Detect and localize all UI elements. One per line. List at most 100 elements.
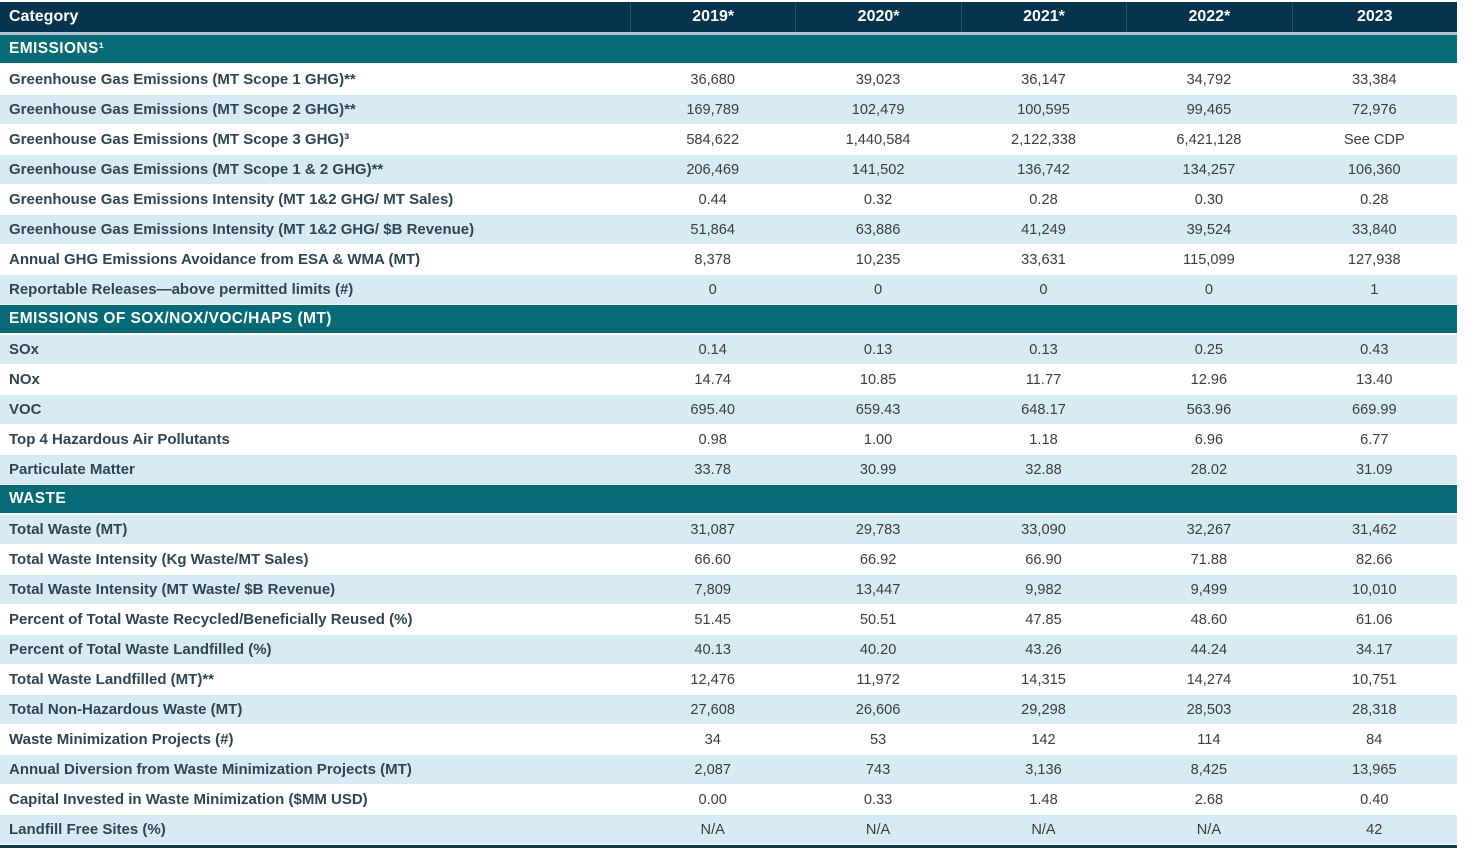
- value-cell: 39,524: [1186, 221, 1232, 238]
- row-label: Landfill Free Sites (%): [9, 821, 166, 838]
- table-header-row: Category 2019* 2020* 2021* 2022* 2023: [0, 2, 1457, 35]
- value-cell: 33,090: [1021, 521, 1066, 538]
- value-cell: 9,499: [1190, 581, 1228, 598]
- value-cell: 9,982: [1025, 581, 1062, 598]
- value-cell: 0.43: [1360, 341, 1389, 358]
- value-cell: 0.14: [698, 341, 727, 358]
- value-cell: 41,249: [1021, 221, 1066, 238]
- value-cell: 13,965: [1351, 761, 1397, 778]
- value-cell: 0.00: [698, 791, 727, 808]
- value-cell: 134,257: [1182, 161, 1236, 178]
- value-cell: 6.96: [1194, 431, 1224, 448]
- row-label: Greenhouse Gas Emissions (MT Scope 2 GHG…: [9, 101, 356, 118]
- value-cell: 0.98: [698, 431, 727, 448]
- value-cell: 10.85: [859, 371, 897, 388]
- value-cell: 169,789: [686, 101, 740, 118]
- value-cell: 50.51: [859, 611, 897, 628]
- value-cell: 51.45: [694, 611, 731, 628]
- value-cell: 28,318: [1351, 701, 1397, 718]
- value-cell: 0.44: [698, 191, 727, 208]
- value-cell: 31,462: [1351, 521, 1397, 538]
- column-header-2022: 2022*: [1126, 2, 1291, 32]
- value-cell: 0.33: [863, 791, 893, 808]
- row-label: Percent of Total Waste Recycled/Benefici…: [9, 611, 413, 628]
- table-row: Total Waste Intensity (Kg Waste/MT Sales…: [0, 545, 1457, 575]
- value-cell: 29,783: [855, 521, 901, 538]
- value-cell: 36,147: [1021, 71, 1066, 88]
- value-cell: 8,425: [1190, 761, 1228, 778]
- value-cell: 1: [1370, 281, 1379, 298]
- value-cell: 12.96: [1190, 371, 1228, 388]
- value-cell: 26,606: [855, 701, 901, 718]
- value-cell: 10,751: [1351, 671, 1397, 688]
- value-cell: 31.09: [1356, 461, 1393, 478]
- value-cell: 34,792: [1186, 71, 1232, 88]
- row-label: Greenhouse Gas Emissions (MT Scope 3 GHG…: [9, 131, 350, 148]
- value-cell: 40.20: [859, 641, 897, 658]
- table-row: Total Non-Hazardous Waste (MT) 27,608 26,6…: [0, 695, 1457, 725]
- value-cell: 10,010: [1351, 581, 1397, 598]
- table-row: NOx 14.74 10.85 11.77 12.96 13.40: [0, 365, 1457, 395]
- value-cell: 695.40: [690, 401, 736, 418]
- value-cell: 34.17: [1356, 641, 1393, 658]
- value-cell: 141,502: [851, 161, 905, 178]
- value-cell: 2,087: [694, 761, 731, 778]
- value-cell: 66.90: [1025, 551, 1062, 568]
- value-cell: 28,503: [1186, 701, 1232, 718]
- value-cell: 40.13: [694, 641, 731, 658]
- row-label: Greenhouse Gas Emissions Intensity (MT 1…: [9, 191, 454, 208]
- column-header-2019: 2019*: [630, 2, 795, 32]
- column-header-2023: 2023: [1291, 2, 1457, 32]
- value-cell: 11.77: [1025, 371, 1062, 388]
- value-cell: 743: [865, 761, 891, 778]
- table-row: Total Waste Landfilled (MT)** 12,476 11,97…: [0, 665, 1457, 695]
- value-cell: 1.00: [863, 431, 893, 448]
- row-label: Particulate Matter: [9, 461, 135, 478]
- value-cell: 71.88: [1190, 551, 1228, 568]
- value-cell: 659.43: [855, 401, 901, 418]
- value-cell: 30.99: [859, 461, 897, 478]
- table-row: Greenhouse Gas Emissions Intensity (MT 1…: [0, 185, 1457, 215]
- value-cell: 0: [1204, 281, 1213, 298]
- value-cell: 206,469: [686, 161, 740, 178]
- column-header-category: Category: [9, 8, 79, 25]
- table-bottom-border: [0, 845, 1457, 848]
- value-cell: 106,360: [1347, 161, 1401, 178]
- value-cell: 136,742: [1017, 161, 1070, 178]
- value-cell: 28.02: [1190, 461, 1228, 478]
- value-cell: 44.24: [1190, 641, 1228, 658]
- value-cell: 72,976: [1351, 101, 1397, 118]
- value-cell: 0.28: [1360, 191, 1389, 208]
- value-cell: 82.66: [1356, 551, 1393, 568]
- table-row: Greenhouse Gas Emissions (MT Scope 2 GHG…: [0, 95, 1457, 125]
- table-row: SOx 0.14 0.13 0.13 0.25 0.43: [0, 335, 1457, 365]
- value-cell: 6,421,128: [1176, 131, 1242, 148]
- value-cell: 39,023: [855, 71, 901, 88]
- value-cell: 11,972: [856, 671, 900, 688]
- value-cell: 0.13: [1029, 341, 1058, 358]
- value-cell: 1.18: [1029, 431, 1058, 448]
- row-label: Top 4 Hazardous Air Pollutants: [9, 431, 230, 448]
- value-cell: See CDP: [1343, 131, 1405, 148]
- value-cell: N/A: [700, 821, 725, 838]
- value-cell: 0.32: [863, 191, 893, 208]
- value-cell: 66.60: [694, 551, 731, 568]
- value-cell: 0.40: [1360, 791, 1389, 808]
- value-cell: 14.74: [694, 371, 731, 388]
- value-cell: 32.88: [1025, 461, 1062, 478]
- value-cell: 27,608: [690, 701, 736, 718]
- value-cell: 13.40: [1356, 371, 1393, 388]
- value-cell: 53: [869, 731, 887, 748]
- value-cell: 584,622: [686, 131, 740, 148]
- value-cell: 1.48: [1029, 791, 1058, 808]
- table-row: Annual GHG Emissions Avoidance from ESA …: [0, 245, 1457, 275]
- value-cell: 31,087: [690, 521, 736, 538]
- table-row: VOC 695.40 659.43 648.17 563.96 669.99: [0, 395, 1457, 425]
- value-cell: 32,267: [1186, 521, 1232, 538]
- row-label: Capital Invested in Waste Minimization (…: [9, 791, 368, 808]
- table-row: Capital Invested in Waste Minimization (…: [0, 785, 1457, 815]
- value-cell: 669.99: [1351, 401, 1397, 418]
- value-cell: 8,378: [694, 251, 731, 268]
- value-cell: 29,298: [1021, 701, 1066, 718]
- value-cell: 1,440,584: [845, 131, 911, 148]
